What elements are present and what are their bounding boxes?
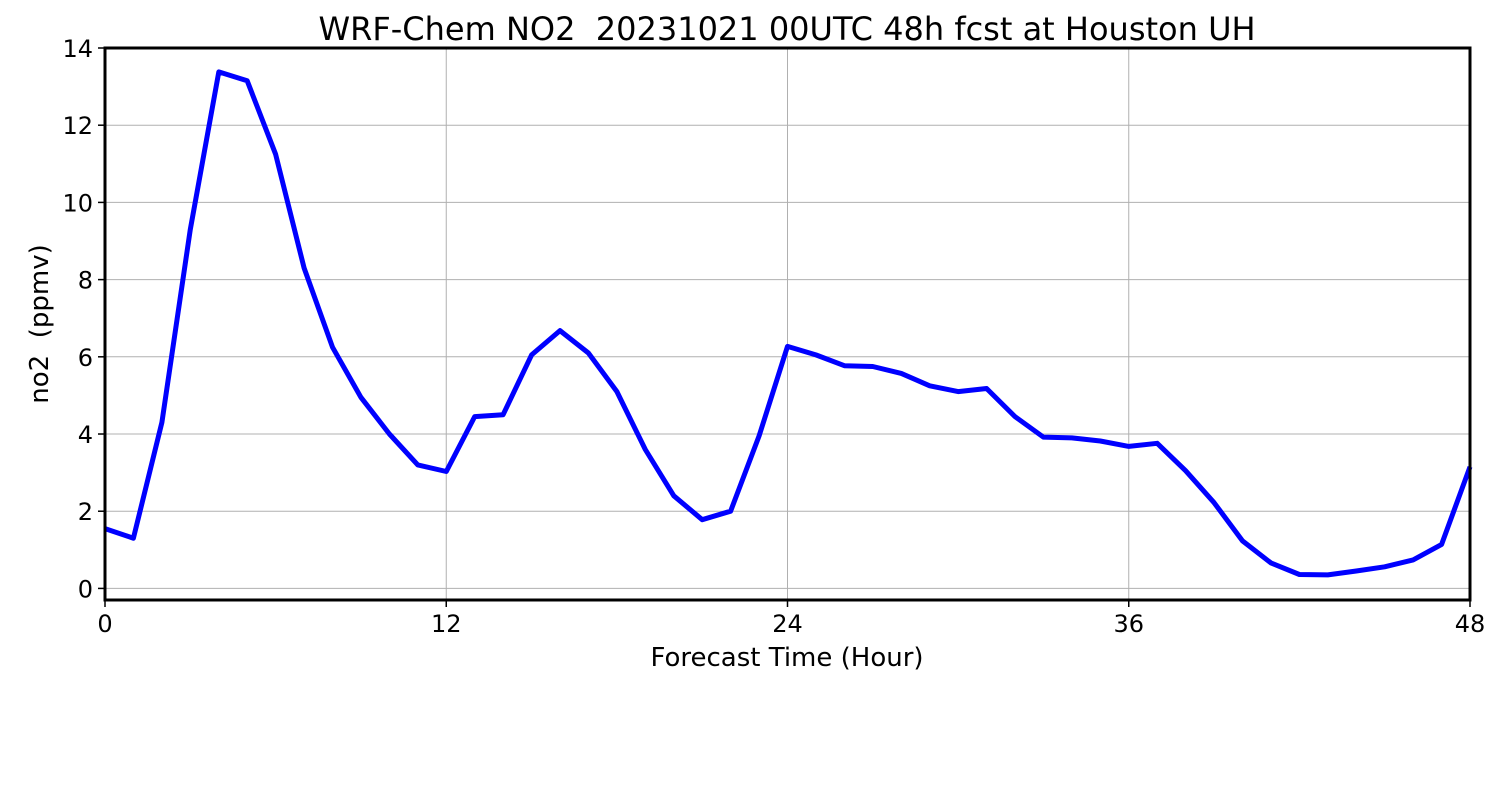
data-point xyxy=(871,364,875,368)
y-tick-label: 10 xyxy=(62,189,93,217)
data-point xyxy=(1241,539,1244,543)
data-point xyxy=(387,432,391,436)
data-point xyxy=(1440,542,1444,546)
y-tick-label: 14 xyxy=(62,35,93,63)
data-point xyxy=(1184,469,1188,473)
data-point xyxy=(700,518,704,522)
data-point xyxy=(245,79,249,83)
data-point xyxy=(217,70,221,74)
x-tick-label: 24 xyxy=(772,610,803,638)
data-point xyxy=(188,227,192,231)
data-point xyxy=(1326,573,1330,577)
y-tick-label: 12 xyxy=(62,112,93,140)
data-point xyxy=(928,384,932,388)
data-point xyxy=(416,463,420,467)
y-tick-label: 4 xyxy=(78,421,93,449)
x-tick-label: 48 xyxy=(1455,610,1486,638)
y-tick-label: 0 xyxy=(78,575,93,603)
data-point xyxy=(1155,441,1159,445)
data-point xyxy=(1383,565,1387,569)
x-tick-label: 12 xyxy=(431,610,462,638)
data-point xyxy=(1297,573,1301,577)
data-point xyxy=(473,415,477,419)
data-point xyxy=(1212,501,1216,505)
data-point xyxy=(1013,415,1017,419)
data-point xyxy=(1070,436,1074,440)
data-point xyxy=(786,344,789,348)
chart-title: WRF-Chem NO2 20231021 00UTC 48h fcst at … xyxy=(318,10,1255,48)
data-point xyxy=(1127,444,1131,448)
data-point xyxy=(1041,435,1045,439)
y-tick-label: 8 xyxy=(78,267,93,295)
data-point xyxy=(757,434,761,438)
data-point xyxy=(131,536,135,540)
y-tick-label: 6 xyxy=(78,344,93,372)
data-point xyxy=(359,395,363,399)
data-point xyxy=(501,413,505,417)
data-point xyxy=(558,329,562,333)
data-point xyxy=(729,509,733,513)
x-tick-label: 36 xyxy=(1113,610,1144,638)
grid xyxy=(105,48,1470,600)
data-point xyxy=(814,353,818,357)
y-axis-label: no2 (ppmv) xyxy=(25,244,55,403)
data-point xyxy=(1269,561,1273,565)
y-tick-label: 2 xyxy=(78,498,93,526)
data-point xyxy=(331,345,334,349)
data-point xyxy=(444,469,448,473)
data-point xyxy=(160,420,164,424)
data-point xyxy=(956,390,960,394)
data-point xyxy=(1098,439,1102,443)
x-tick-label: 0 xyxy=(97,610,112,638)
data-point xyxy=(274,152,278,156)
data-point xyxy=(1411,558,1415,562)
data-point xyxy=(1354,569,1358,573)
data-point xyxy=(302,266,306,270)
data-point xyxy=(615,390,619,394)
data-point xyxy=(985,386,989,390)
data-point xyxy=(672,494,676,498)
x-axis-label: Forecast Time (Hour) xyxy=(650,643,923,673)
data-point xyxy=(530,353,534,357)
data-point xyxy=(586,351,590,355)
data-point xyxy=(899,371,903,375)
data-point xyxy=(643,447,647,451)
data-point xyxy=(842,364,846,368)
